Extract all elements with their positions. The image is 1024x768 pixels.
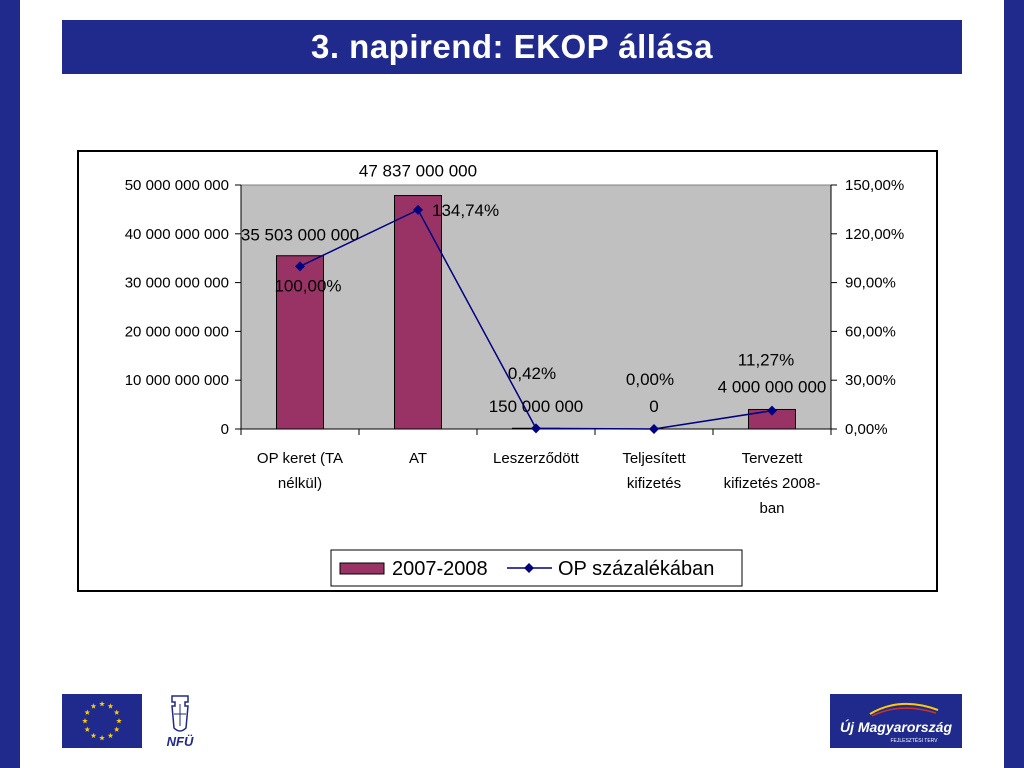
x-axis-category-label: Leszerződött: [493, 450, 580, 467]
slide-title: 3. napirend: EKOP állása: [310, 28, 714, 65]
title-bar: 3. napirend: EKOP állása: [62, 20, 962, 74]
line-marker-diamond: [295, 261, 305, 272]
legend-label-bar: 2007-2008: [392, 558, 488, 580]
x-axis-category-label: nélkül): [278, 475, 322, 492]
x-axis-category-label: Tervezett: [742, 450, 804, 467]
nfu-logo: NFÜ: [167, 695, 194, 749]
line-marker-diamond: [649, 424, 659, 434]
left-border-bar: [0, 0, 20, 768]
eu-star-icon: [113, 726, 120, 732]
eu-star-icon: [116, 718, 122, 724]
eu-star-icon: [107, 703, 114, 709]
eu-star-icon: [90, 703, 97, 709]
x-axis-category-label: kifizetés 2008-: [724, 475, 821, 492]
x-axis-category-label: OP keret (TA: [257, 450, 343, 467]
left-axis-tick-label: 10 000 000 000: [125, 372, 229, 389]
line-marker-diamond: [531, 423, 541, 434]
line-data-label: 0,00%: [626, 370, 674, 389]
bar-2007-2008: [276, 255, 324, 430]
eu-star-icon: [99, 735, 105, 741]
legend-swatch-marker: [524, 563, 534, 573]
left-axis-tick-label: 40 000 000 000: [125, 226, 229, 243]
chart-frame: 0 10 000 000 000 20 000 000 000 30 000 000 …: [77, 150, 938, 592]
bar-data-label: 0: [649, 397, 658, 416]
right-axis-tick-label: 0,00%: [845, 421, 888, 438]
right-axis-tick-label: 60,00%: [845, 323, 896, 340]
uj-magyarorszag-logo: Új Magyarország FEJLESZTÉSI TERV: [830, 694, 962, 748]
line-marker-diamond: [413, 204, 423, 215]
right-axis-tick-label: 120,00%: [845, 226, 904, 243]
legend-swatch-bar: [339, 562, 385, 575]
right-axis-tick-label: 150,00%: [845, 177, 904, 194]
line-data-label: 100,00%: [274, 276, 341, 295]
left-axis-tick-label: 0: [221, 421, 229, 438]
right-border-bar: [1004, 0, 1024, 768]
left-axis-tick-label: 20 000 000 000: [125, 323, 229, 340]
eu-star-icon: [99, 701, 105, 707]
right-axis-tick-label: 90,00%: [845, 275, 896, 292]
eu-star-icon: [90, 732, 97, 739]
bar-data-label: 47 837 000 000: [359, 162, 477, 181]
bar-2007-2008: [394, 195, 442, 430]
bar-data-label: 35 503 000 000: [241, 226, 359, 245]
um-logo-text: Új Magyarország: [840, 718, 952, 735]
bar-data-label: 150 000 000: [489, 397, 584, 416]
eu-star-icon: [107, 732, 114, 739]
legend-label-line: OP százalékában: [558, 558, 714, 580]
eu-star-icon: [84, 709, 91, 715]
x-axis-category-label: AT: [409, 450, 427, 467]
combo-chart: 0 10 000 000 000 20 000 000 000 30 000 000 …: [125, 162, 904, 587]
left-axis-tick-label: 30 000 000 000: [125, 275, 229, 292]
left-axis-tick-label: 50 000 000 000: [125, 177, 229, 194]
right-axis-tick-label: 30,00%: [845, 372, 896, 389]
line-data-label: 134,74%: [432, 201, 499, 220]
x-axis-category-label: ban: [759, 500, 784, 517]
eu-star-icon: [82, 718, 88, 724]
eu-star-icon: [113, 709, 120, 715]
bar-data-label: 4 000 000 000: [718, 377, 827, 396]
um-logo-subtext: FEJLESZTÉSI TERV: [890, 737, 938, 744]
line-data-label: 11,27%: [738, 351, 794, 370]
plot-area: [240, 184, 832, 430]
line-marker-diamond: [767, 405, 777, 416]
x-axis-category-label: Teljesített: [622, 450, 686, 467]
eu-flag-logo: [62, 694, 142, 748]
line-data-label: 0,42%: [508, 364, 556, 383]
x-axis-category-label: kifizetés: [627, 475, 681, 492]
eu-star-icon: [84, 726, 91, 732]
nfu-logo-text: NFÜ: [167, 734, 194, 749]
